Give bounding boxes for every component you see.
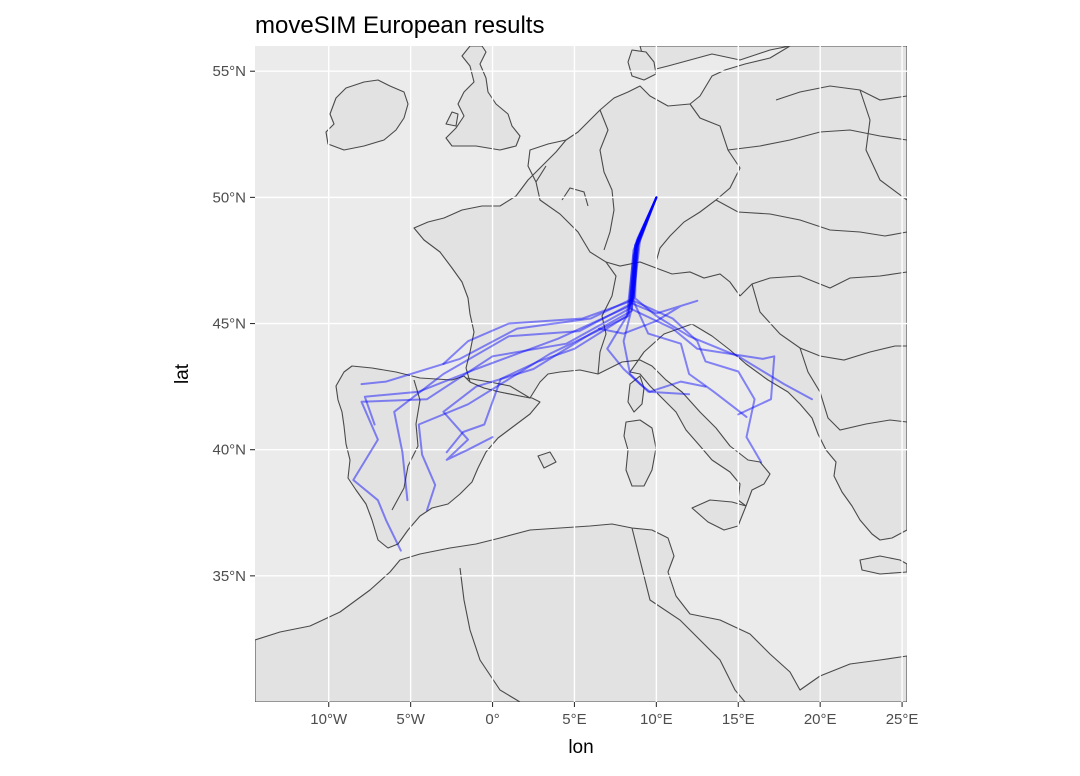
iberian-peninsula [335,365,541,549]
axis-ticks: 10°W 5°W 0° 5°E 10°E 15°E 20°E 25°E 35°N 40°N 45°N… [212,63,918,728]
crete [859,555,907,575]
track-11 [598,196,699,335]
track-13 [622,196,691,396]
y-tick-label: 45°N [212,316,246,333]
track-0 [360,196,658,386]
x-tick-label: 5°W [396,711,425,728]
x-tick-label: 10°W [310,711,348,728]
great-britain [445,46,521,151]
track-10 [629,196,776,416]
track-6 [445,196,658,454]
corsica [627,375,645,413]
track-4 [417,196,658,512]
mallorca [537,451,557,469]
track-9 [634,196,813,401]
track-5 [442,196,658,461]
map-title: moveSIM European results [255,12,544,39]
sardinia [623,419,657,487]
wales [445,111,459,127]
y-tick-label: 35°N [212,568,246,585]
track-1 [393,196,658,502]
north-africa [255,523,907,702]
denmark [627,49,657,81]
x-tick-label: 5°E [562,711,586,728]
track-2 [352,196,658,552]
y-tick-label: 55°N [212,63,246,80]
x-tick-label: 15°E [722,711,755,728]
track-7 [442,196,658,365]
track-8 [632,196,763,464]
movement-tracks [352,196,813,552]
european-mainland [413,46,907,541]
graticule [255,46,907,702]
track-12 [632,196,748,418]
sicily [691,499,747,531]
country-borders [391,85,907,702]
x-tick-label: 10°E [640,711,673,728]
x-axis-title: lon [568,737,593,758]
land-layer [255,46,907,702]
track-14 [606,196,707,393]
y-tick-label: 50°N [212,189,246,206]
track-3 [363,196,658,426]
y-axis-title: lat [172,363,193,384]
x-tick-label: 25°E [886,711,919,728]
y-tick-label: 40°N [212,442,246,459]
x-tick-label: 0° [485,711,499,728]
x-tick-label: 20°E [804,711,837,728]
